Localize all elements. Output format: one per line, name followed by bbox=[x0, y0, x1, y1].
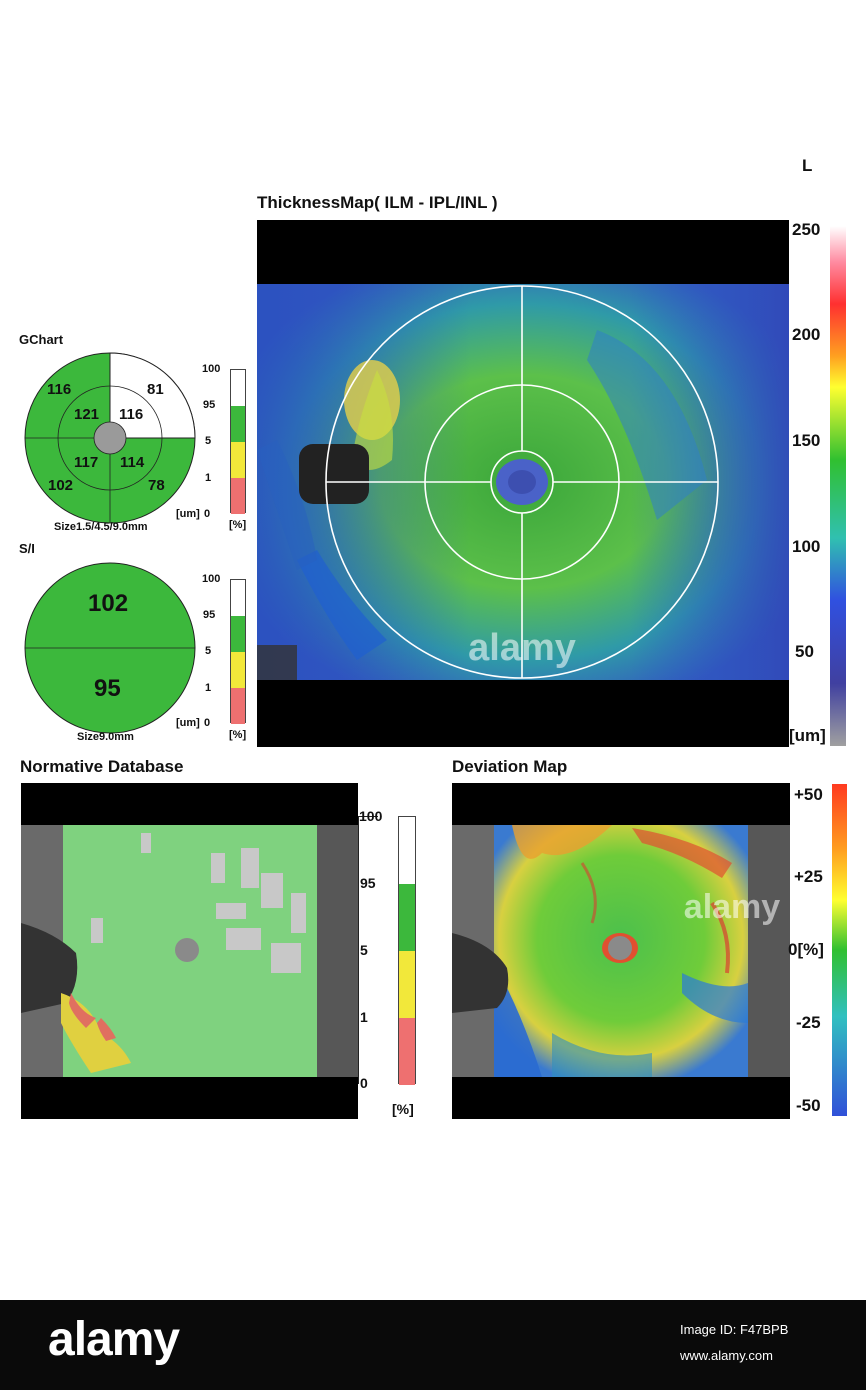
normative-percent-scale bbox=[398, 816, 416, 1085]
si-inferior-value: 95 bbox=[94, 675, 121, 702]
gchart-diagram bbox=[24, 352, 196, 524]
gchart-inner-inferotemporal: 117 bbox=[74, 454, 99, 471]
footer-image-id: Image ID: F47BPB bbox=[680, 1322, 789, 1337]
footer-brand: alamy bbox=[48, 1313, 180, 1366]
si-superior-value: 102 bbox=[88, 590, 129, 617]
deviation-tick-minus25: -25 bbox=[796, 1013, 821, 1032]
eye-label: L bbox=[802, 156, 813, 175]
gchart-size: Size1.5/4.5/9.0mm bbox=[54, 521, 148, 533]
gchart-inner-superotemporal: 121 bbox=[74, 406, 100, 423]
gchart-tick-5: 5 bbox=[205, 435, 212, 447]
gchart-outer-superotemporal: 116 bbox=[47, 381, 72, 398]
normative-tick-5: 5 bbox=[360, 942, 368, 958]
thickness-tick-150: 150 bbox=[792, 431, 821, 450]
thickness-tick-250: 250 bbox=[792, 220, 821, 239]
gchart-tick-100: 100 bbox=[202, 363, 221, 375]
gchart-tick-1: 1 bbox=[205, 472, 212, 484]
si-tick-0: 0 bbox=[204, 717, 211, 729]
gchart-percent-unit: [%] bbox=[229, 519, 247, 531]
normative-tick-100: 100 bbox=[359, 808, 383, 824]
thickness-map-image: alamy bbox=[257, 220, 789, 747]
normative-percent-unit: [%] bbox=[392, 1101, 414, 1117]
gchart-um-label: [um] bbox=[176, 508, 200, 520]
normative-title: Normative Database bbox=[20, 757, 184, 776]
gchart-outer-inferonasal: 78 bbox=[148, 477, 165, 494]
deviation-color-scale bbox=[832, 784, 847, 1116]
footer-site: www.alamy.com bbox=[680, 1348, 773, 1363]
thickness-tick-100: 100 bbox=[792, 537, 821, 556]
thickness-tick-200: 200 bbox=[792, 325, 821, 344]
si-tick-5: 5 bbox=[205, 645, 212, 657]
si-diagram bbox=[24, 562, 196, 734]
si-size: Size9.0mm bbox=[77, 731, 134, 743]
si-um-label: [um] bbox=[176, 717, 200, 729]
gchart-outer-inferotemporal: 102 bbox=[48, 477, 74, 494]
gchart-percent-scale bbox=[230, 369, 246, 514]
deviation-tick-zero: 0[%] bbox=[788, 940, 824, 959]
gchart-inner-superonasal: 116 bbox=[119, 406, 144, 423]
si-tick-95: 95 bbox=[203, 609, 216, 621]
optic-disc-shadow bbox=[299, 444, 369, 504]
thickness-map-title: ThicknessMap( ILM - IPL/INL ) bbox=[257, 193, 498, 212]
gchart-inner-inferonasal: 114 bbox=[120, 454, 145, 471]
deviation-tick-plus50: +50 bbox=[794, 785, 823, 804]
gchart-outer-superonasal: 81 bbox=[147, 381, 164, 398]
deviation-tick-minus50: -50 bbox=[796, 1096, 821, 1115]
si-percent-unit: [%] bbox=[229, 729, 247, 741]
thickness-tick-50: 50 bbox=[795, 642, 814, 661]
si-title: S/I bbox=[19, 541, 35, 556]
si-percent-scale bbox=[230, 579, 246, 724]
watermark: alamy bbox=[468, 627, 576, 669]
normative-tick-1: 1 bbox=[360, 1009, 368, 1025]
si-tick-1: 1 bbox=[205, 682, 212, 694]
gchart-tick-0: 0 bbox=[204, 508, 211, 520]
gchart-tick-95: 95 bbox=[203, 399, 216, 411]
deviation-tick-plus25: +25 bbox=[794, 867, 823, 886]
deviation-map-image: alamy bbox=[452, 783, 790, 1119]
gchart-title: GChart bbox=[19, 332, 64, 347]
deviation-title: Deviation Map bbox=[452, 757, 568, 776]
normative-tick-0: 0 bbox=[360, 1075, 368, 1091]
thickness-color-scale bbox=[830, 226, 846, 746]
deviation-watermark: alamy bbox=[684, 888, 780, 926]
thickness-unit: [um] bbox=[789, 726, 826, 745]
normative-map-image bbox=[21, 783, 358, 1119]
si-tick-100: 100 bbox=[202, 573, 221, 585]
normative-tick-95: 95 bbox=[360, 875, 376, 891]
footer-bar: alamy Image ID: F47BPB www.alamy.com bbox=[0, 1300, 866, 1390]
